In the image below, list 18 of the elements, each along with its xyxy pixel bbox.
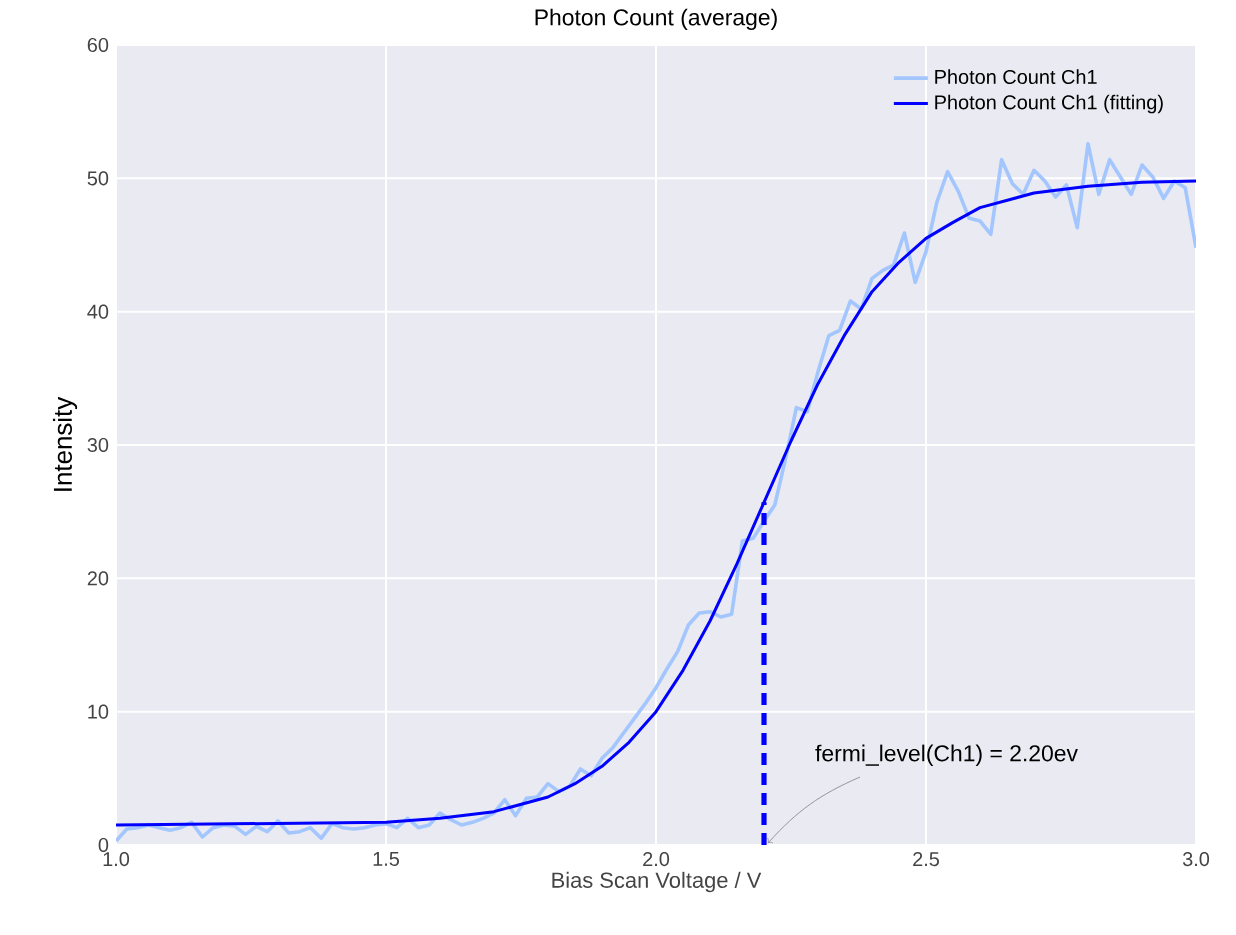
y-tick-label: 60: [87, 37, 109, 53]
x-axis-title: Bias Scan Voltage / V: [552, 871, 762, 893]
x-tick-label: 2.0: [643, 852, 670, 867]
annotation: fermi_level(Ch1) = 2.20ev: [815, 744, 1078, 766]
y-tick-label: 40: [87, 304, 109, 319]
x-tick-label: 1.0: [103, 852, 130, 867]
y-axis-title: Intensity: [52, 396, 78, 491]
legend-label: Photon Count Ch1 (fitting): [935, 94, 1163, 114]
y-tick-label: 10: [88, 704, 109, 719]
y-tick-label: 30: [87, 437, 109, 453]
y-tick-label: 0: [98, 837, 109, 853]
x-tick-label: 2.5: [913, 852, 940, 867]
legend-label: Photon Count Ch1: [935, 69, 1097, 84]
chart-title: Photon Count (average): [535, 8, 777, 30]
y-tick-label: 20: [87, 571, 109, 586]
y-tick-label: 50: [87, 171, 109, 186]
x-tick-label: 1.5: [373, 852, 400, 866]
x-tick-label: 3.0: [1182, 852, 1210, 867]
